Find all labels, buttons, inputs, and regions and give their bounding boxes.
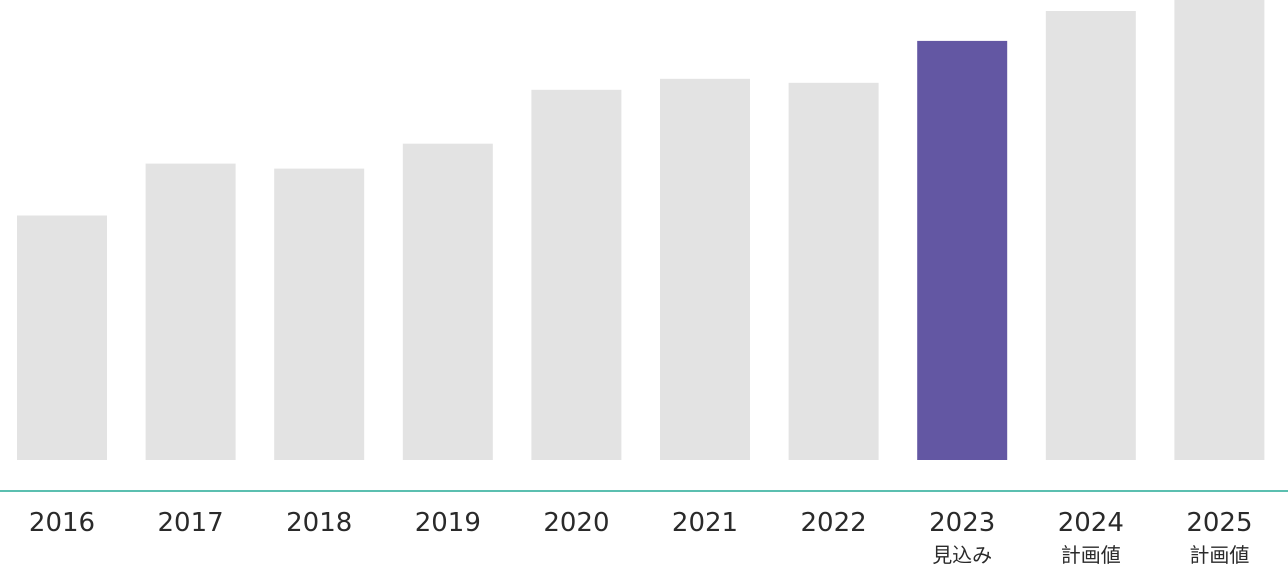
bar-2016 (17, 215, 107, 460)
x-tick-labels: 2016 2017 2018 2019 2020 2021 2022 2023 見込み 2024 計… (29, 508, 1253, 567)
bar-2022 (788, 82, 879, 461)
bar-2020 (531, 89, 622, 461)
x-tick-label-2019: 2019 (415, 508, 481, 538)
bar-2019 (402, 143, 493, 460)
x-tick-label-2025: 2025 (1186, 508, 1252, 538)
bar-2025 (1174, 0, 1265, 460)
bar-2023 (917, 40, 1008, 461)
x-tick-label-2022: 2022 (801, 508, 867, 538)
x-tick-label-2017: 2017 (158, 508, 224, 538)
bars-group (17, 0, 1265, 461)
x-tick-label-2018: 2018 (286, 508, 352, 538)
x-tick-sublabel-2025: 計画値 (1189, 543, 1249, 567)
x-tick-label-2023: 2023 (929, 508, 995, 538)
bar-2017 (145, 163, 236, 460)
x-tick-sublabel-2024: 計画値 (1061, 543, 1121, 567)
bar-2024 (1045, 11, 1136, 460)
x-tick-label-2024: 2024 (1058, 508, 1124, 538)
x-tick-label-2016: 2016 (29, 508, 95, 538)
x-tick-label-2021: 2021 (672, 508, 738, 538)
x-tick-label-2020: 2020 (543, 508, 609, 538)
bar-2018 (274, 168, 365, 460)
x-tick-sublabel-2023: 見込み (932, 543, 992, 567)
bar-2021 (660, 78, 750, 461)
